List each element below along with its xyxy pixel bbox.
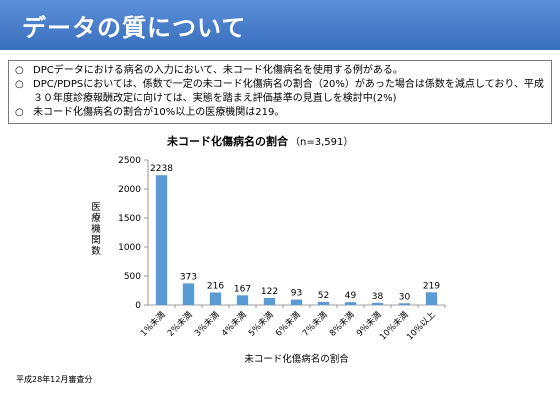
chart-container: 未コード化傷病名の割合 （n=3,591） 医療機関数 0 500 1000 1500 200… (0, 132, 560, 382)
note-text: 未コード化傷病名の割合が10%以上の医療機関は219。 (33, 107, 285, 118)
footnote: 平成28年12月審査分 (16, 375, 93, 384)
data-label: 49 (345, 291, 357, 301)
data-label: 167 (234, 284, 251, 294)
y-axis-label: 医療機関数 (91, 202, 101, 257)
x-tick-label: 8%未満 (327, 309, 357, 339)
bar (425, 292, 438, 305)
note-item: ○ 未コード化傷病名の割合が10%以上の医療機関は219。 (15, 106, 545, 120)
y-tick-label: 1500 (118, 214, 141, 224)
x-tick-label: 3%未満 (192, 309, 222, 339)
x-tick-label: 7%未満 (300, 309, 330, 339)
note-item: ○ DPC/PDPSにおいては、係数で一定の未コード化傷病名の割合（20%）があ… (15, 78, 545, 106)
data-label: 52 (318, 291, 329, 301)
x-tick-label: 5%未満 (246, 309, 276, 339)
bar (209, 292, 222, 305)
title-bar: データの質について (0, 0, 560, 50)
data-label: 216 (207, 281, 224, 291)
y-tick-label: 1000 (118, 243, 141, 253)
page-title: データの質について (22, 13, 247, 42)
bar (344, 302, 357, 305)
data-label: 219 (423, 281, 440, 291)
note-text: DPCデータにおける病名の入力において、未コード化傷病名を使用する例がある。 (33, 65, 403, 76)
y-tick-label: 0 (135, 301, 141, 311)
bar (317, 301, 330, 305)
data-label: 2238 (150, 164, 173, 174)
bar (155, 175, 168, 305)
data-label: 122 (261, 287, 278, 297)
chart-title: 未コード化傷病名の割合 (166, 134, 289, 148)
y-tick-label: 500 (124, 272, 141, 282)
note-bullet-icon: ○ (15, 65, 24, 76)
y-tick-label: 2000 (118, 185, 141, 195)
x-axis-label: 未コード化傷病名の割合 (244, 353, 349, 365)
x-tick-label: 4%未満 (219, 309, 249, 339)
note-bullet-icon: ○ (15, 79, 24, 90)
bar (182, 283, 195, 305)
x-tick-label: 1%未満 (138, 309, 168, 339)
note-bullet-icon: ○ (15, 107, 24, 118)
x-tick-label: 6%未満 (273, 309, 303, 339)
x-tick-label: 10%以上 (405, 310, 438, 343)
data-label: 373 (180, 272, 197, 282)
data-label: 30 (399, 292, 411, 302)
bar-chart: 未コード化傷病名の割合 （n=3,591）医療機関数050010001500200… (91, 134, 446, 365)
bar (290, 299, 303, 305)
note-item: ○ DPCデータにおける病名の入力において、未コード化傷病名を使用する例がある。 (15, 64, 545, 78)
data-label: 93 (291, 289, 302, 299)
bar (371, 302, 384, 305)
y-tick-label: 2500 (118, 156, 141, 166)
bar (263, 297, 276, 305)
chart-subtitle: （n=3,591） (290, 136, 353, 148)
x-tick-label: 2%未満 (165, 309, 195, 339)
notes-box: ○ DPCデータにおける病名の入力において、未コード化傷病名を使用する例がある。… (8, 60, 552, 124)
note-text: DPC/PDPSにおいては、係数で一定の未コード化傷病名の割合（20%）があった… (33, 79, 544, 104)
data-label: 38 (372, 292, 384, 302)
bar (398, 303, 411, 305)
bar (236, 295, 249, 305)
